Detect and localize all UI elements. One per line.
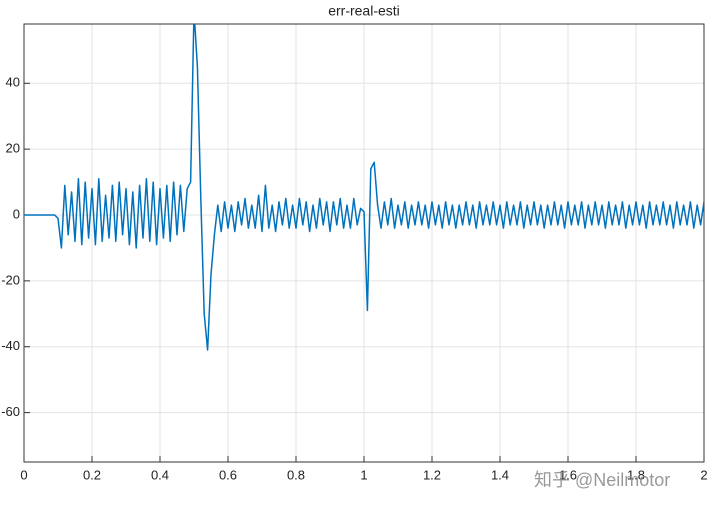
watermark: 知乎 @Neilmotor [534,470,670,490]
x-tick-label: 1.6 [559,467,577,482]
x-tick-label: 1.8 [627,467,645,482]
data-line [24,24,704,351]
y-tick-label: -60 [1,404,20,419]
y-tick-label: 0 [13,206,20,221]
x-tick-label: 0.6 [219,467,237,482]
x-tick-label: 1 [360,467,367,482]
x-tick-label: 0.4 [151,467,169,482]
x-tick-label: 0.2 [83,467,101,482]
chart-title: err-real-esti [328,3,400,19]
plot-area [24,24,704,351]
y-tick-label: 40 [6,75,20,90]
x-tick-label: 2 [700,467,707,482]
x-tick-label: 1.2 [423,467,441,482]
y-tick-label: -40 [1,338,20,353]
plot-frame [23,23,705,463]
x-tick-label: 1.4 [491,467,509,482]
x-tick-label: 0 [20,467,27,482]
y-tick-label: 20 [6,141,20,156]
y-tick-label: -20 [1,272,20,287]
x-tick-label: 0.8 [287,467,305,482]
